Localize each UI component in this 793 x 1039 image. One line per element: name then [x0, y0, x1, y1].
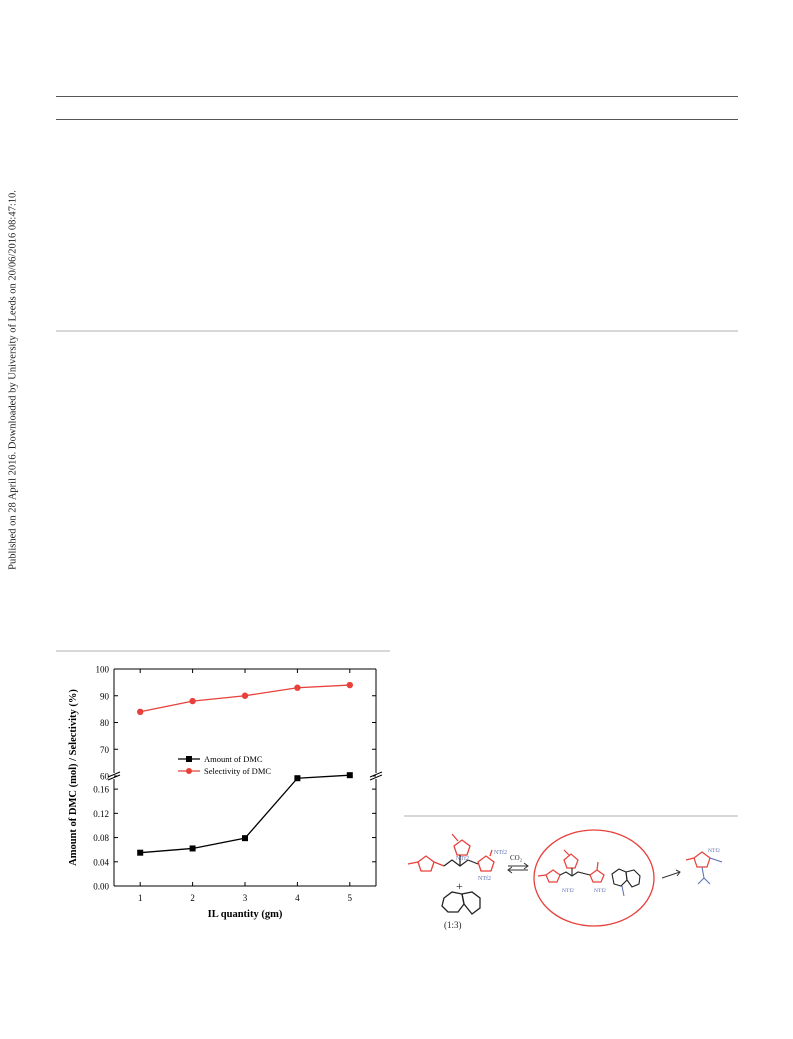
- section-divider: [56, 330, 738, 332]
- y-tick-label: 0.04: [93, 857, 109, 867]
- equilibrium-arrow: [507, 862, 529, 874]
- ionic-liquid-complex: [537, 849, 605, 883]
- complex-circle: [533, 829, 655, 927]
- dmc-chart-svg: 60 70 80 90 100 0.00 0.04 0.08 0.12 0.16 1 2 3 4 5 IL q…: [68, 665, 383, 920]
- product-arrow: [661, 869, 681, 879]
- legend-marker: [186, 756, 192, 762]
- data-point-dmc-selectivity: [294, 684, 301, 691]
- x-axis-label: IL quantity (gm): [208, 909, 283, 920]
- complex-anion-label-2: NTf2: [594, 887, 606, 894]
- data-point-dmc-selectivity: [137, 708, 144, 715]
- x-tick-label: 4: [295, 893, 300, 903]
- x-tick-label: 2: [190, 893, 195, 903]
- y-tick-label: 60: [100, 772, 110, 782]
- data-point-dmc-selectivity: [189, 697, 196, 705]
- legend-label: Amount of DMC: [204, 754, 263, 764]
- dmc-chart: 60 70 80 90 100 0.00 0.04 0.08 0.12 0.16 1 2 3 4 5 IL q…: [56, 655, 396, 930]
- data-point-dmc-amount: [137, 849, 144, 856]
- x-tick-label: 1: [138, 893, 143, 903]
- y-tick-label: 80: [100, 718, 110, 728]
- plus-sign: +: [456, 879, 463, 893]
- y-axis-label: Amount of DMC (mol) / Selectivity (%): [68, 689, 79, 866]
- y-tick-label: 0.08: [93, 833, 109, 843]
- y-tick-label: 0.00: [93, 882, 109, 892]
- anion-label-1: NTf2: [456, 855, 469, 862]
- legend-marker: [186, 768, 192, 774]
- axis-break-mark: [369, 774, 383, 781]
- complex-anion-label-1: NTf2: [562, 887, 574, 894]
- anion-label-2: NTf2: [478, 875, 491, 882]
- reaction-scheme: NTf2 NTf2 NTf2 + (1:3) CO₂: [404, 820, 744, 940]
- base-molecule: [441, 891, 481, 915]
- data-point-dmc-amount: [346, 772, 353, 779]
- ionic-liquid-molecule-left: [407, 833, 495, 872]
- x-tick-label: 5: [348, 893, 353, 903]
- y-tick-label: 0.16: [93, 785, 109, 795]
- co2-label: CO₂: [510, 854, 523, 862]
- figure-right-divider: [404, 815, 738, 817]
- data-point-dmc-amount: [189, 845, 196, 852]
- publication-side-note: Published on 28 April 2016. Downloaded b…: [6, 120, 20, 640]
- data-point-dmc-selectivity: [241, 692, 249, 699]
- axis-break-mark: [107, 771, 121, 778]
- y-tick-label: 90: [100, 691, 110, 701]
- reaction-scheme-svg: NTf2 NTf2 NTf2 + (1:3) CO₂: [407, 829, 723, 930]
- data-point-dmc-amount: [294, 775, 301, 782]
- publication-side-note-text: Published on 28 April 2016. Downloaded b…: [7, 190, 19, 570]
- x-tick-label: 3: [243, 893, 248, 903]
- figure-left-divider: [56, 650, 390, 652]
- data-point-dmc-selectivity: [346, 681, 353, 689]
- y-tick-label: 0.12: [93, 809, 109, 819]
- table-top-rule: [56, 96, 738, 97]
- y-tick-label: 100: [96, 665, 110, 675]
- anion-label-3: NTf2: [494, 849, 507, 856]
- y-tick-label: 70: [100, 745, 110, 755]
- legend-label: Selectivity of DMC: [204, 766, 271, 776]
- product-molecule: [685, 851, 711, 868]
- ratio-label: (1:3): [444, 920, 462, 930]
- product-anion-label: NTf2: [708, 847, 720, 854]
- data-point-dmc-amount: [242, 835, 248, 842]
- table-header-rule: [56, 119, 738, 120]
